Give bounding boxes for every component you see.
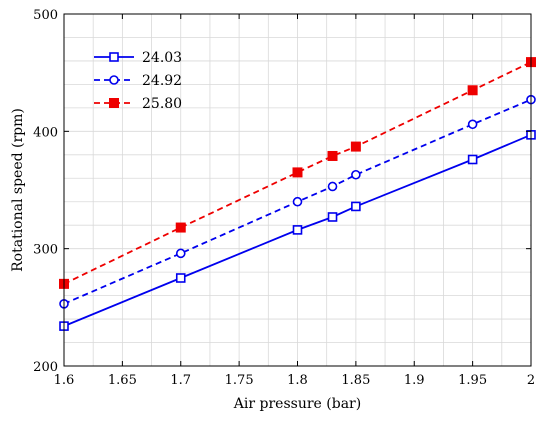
legend-item: 24.92 <box>94 73 182 89</box>
data-point <box>351 169 361 180</box>
data-point <box>467 154 478 165</box>
data-point <box>467 119 478 130</box>
series-24.03 <box>59 130 536 331</box>
x-tick-label: 1.7 <box>170 373 191 388</box>
data-point <box>175 248 186 259</box>
x-tick-label: 1.85 <box>341 373 370 388</box>
legend: 24.03 24.92 25.80 <box>94 50 182 112</box>
data-point <box>327 181 338 192</box>
legend-marker <box>109 75 119 85</box>
series-layer <box>59 57 536 331</box>
y-tick-label: 400 <box>33 125 58 140</box>
data-point <box>467 85 478 96</box>
x-tick-label: 1.9 <box>404 373 425 388</box>
y-axis-label: Rotational speed (rpm) <box>10 108 26 272</box>
data-point <box>351 201 361 212</box>
y-tick-label: 500 <box>33 8 58 23</box>
data-point <box>327 150 338 161</box>
legend-marker <box>109 98 119 108</box>
legend-label: 25.80 <box>142 96 182 112</box>
x-tick-label: 1.6 <box>54 373 75 388</box>
data-point <box>175 273 186 283</box>
y-tick-label: 200 <box>33 360 58 375</box>
x-tick-label: 2 <box>527 373 535 388</box>
legend-label: 24.03 <box>142 50 182 66</box>
x-tick-label: 1.75 <box>225 373 254 388</box>
x-axis-label: Air pressure (bar) <box>233 396 361 412</box>
legend-label: 24.92 <box>142 73 182 89</box>
data-point <box>350 141 361 152</box>
data-point <box>327 212 338 222</box>
x-tick-label: 1.65 <box>108 373 137 388</box>
grid-layer <box>63 13 532 367</box>
legend-marker <box>109 52 119 62</box>
data-point <box>292 167 303 178</box>
data-point <box>175 222 186 233</box>
tick-layer: 1.6 1.65 1.7 1.75 1.8 1.85 1.9 1.95 2 200 300 400 50… <box>33 8 535 388</box>
x-tick-label: 1.8 <box>287 373 308 388</box>
data-point <box>292 225 303 235</box>
legend-item: 25.80 <box>94 96 182 112</box>
legend-item: 24.03 <box>94 50 182 66</box>
data-point <box>292 196 303 207</box>
y-tick-label: 300 <box>33 243 58 258</box>
x-tick-label: 1.95 <box>458 373 487 388</box>
